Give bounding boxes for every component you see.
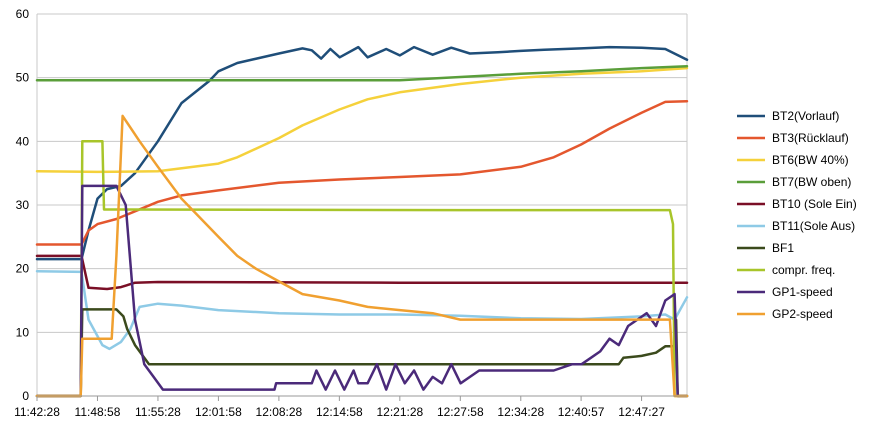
legend-label-bt3-r-cklauf: BT3(Rücklauf) (772, 131, 849, 145)
series-line-bt11-sole-aus (35, 269, 689, 351)
x-tick-label-0: 11:42:28 (14, 405, 60, 419)
series-line-bt6-bw-40 (35, 66, 689, 174)
x-tick-label-5: 12:14:58 (316, 405, 363, 419)
legend-label-compr-freq: compr. freq. (772, 263, 835, 277)
y-tick-label-10: 10 (16, 325, 30, 339)
series-line-bt7-bw-oben (35, 64, 689, 82)
series-line-bt10-sole-ein (35, 254, 689, 291)
series-line-bt3-r-cklauf (35, 99, 689, 246)
y-tick-label-20: 20 (16, 262, 30, 276)
series-line-bt2-vorlauf (35, 45, 689, 261)
plot-area (36, 14, 688, 396)
y-tick-label-30: 30 (16, 198, 30, 212)
x-tick-label-10: 12:47:27 (618, 405, 665, 419)
grid (37, 13, 687, 397)
y-axis: 0 10 20 30 40 50 60 (16, 7, 30, 403)
series-line-gp1-speed (35, 184, 689, 398)
x-tick-label-3: 12:01:58 (195, 405, 242, 419)
x-tick-label-7: 12:27:58 (437, 405, 484, 419)
y-tick-label-40: 40 (16, 134, 30, 148)
y-tick-label-50: 50 (16, 71, 30, 85)
x-axis: 11:42:28 11:48:58 11:55:28 12:01:58 12:08:28… (14, 395, 687, 419)
y-tick-label-60: 60 (16, 7, 30, 21)
legend-label-gp1-speed: GP1-speed (772, 285, 833, 299)
legend-label-gp2-speed: GP2-speed (772, 307, 833, 321)
legend-label-bt6-bw-40: BT6(BW 40%) (772, 153, 849, 167)
legend-label-bt10-sole-ein: BT10 (Sole Ein) (772, 197, 857, 211)
legend-label-bt11-sole-aus: BT11(Sole Aus) (772, 219, 855, 233)
x-tick-label-9: 12:40:57 (558, 405, 605, 419)
legend-label-bt7-bw-oben: BT7(BW oben) (772, 175, 851, 189)
x-tick-label-1: 11:48:58 (75, 405, 121, 419)
legend-label-bt2-vorlauf: BT2(Vorlauf) (772, 109, 839, 123)
x-tick-label-4: 12:08:28 (256, 405, 303, 419)
legend-label-bf1: BF1 (772, 241, 794, 255)
x-tick-label-8: 12:34:28 (497, 405, 544, 419)
x-tick-label-6: 12:21:28 (376, 405, 423, 419)
legend: BT2(Vorlauf) BT3(Rücklauf) BT6(BW 40%) BT7(… (737, 109, 857, 321)
series-line-gp2-speed (35, 114, 689, 398)
y-tick-label-0: 0 (22, 389, 29, 403)
x-tick-label-2: 11:55:28 (135, 405, 181, 419)
series-lines (35, 45, 689, 398)
